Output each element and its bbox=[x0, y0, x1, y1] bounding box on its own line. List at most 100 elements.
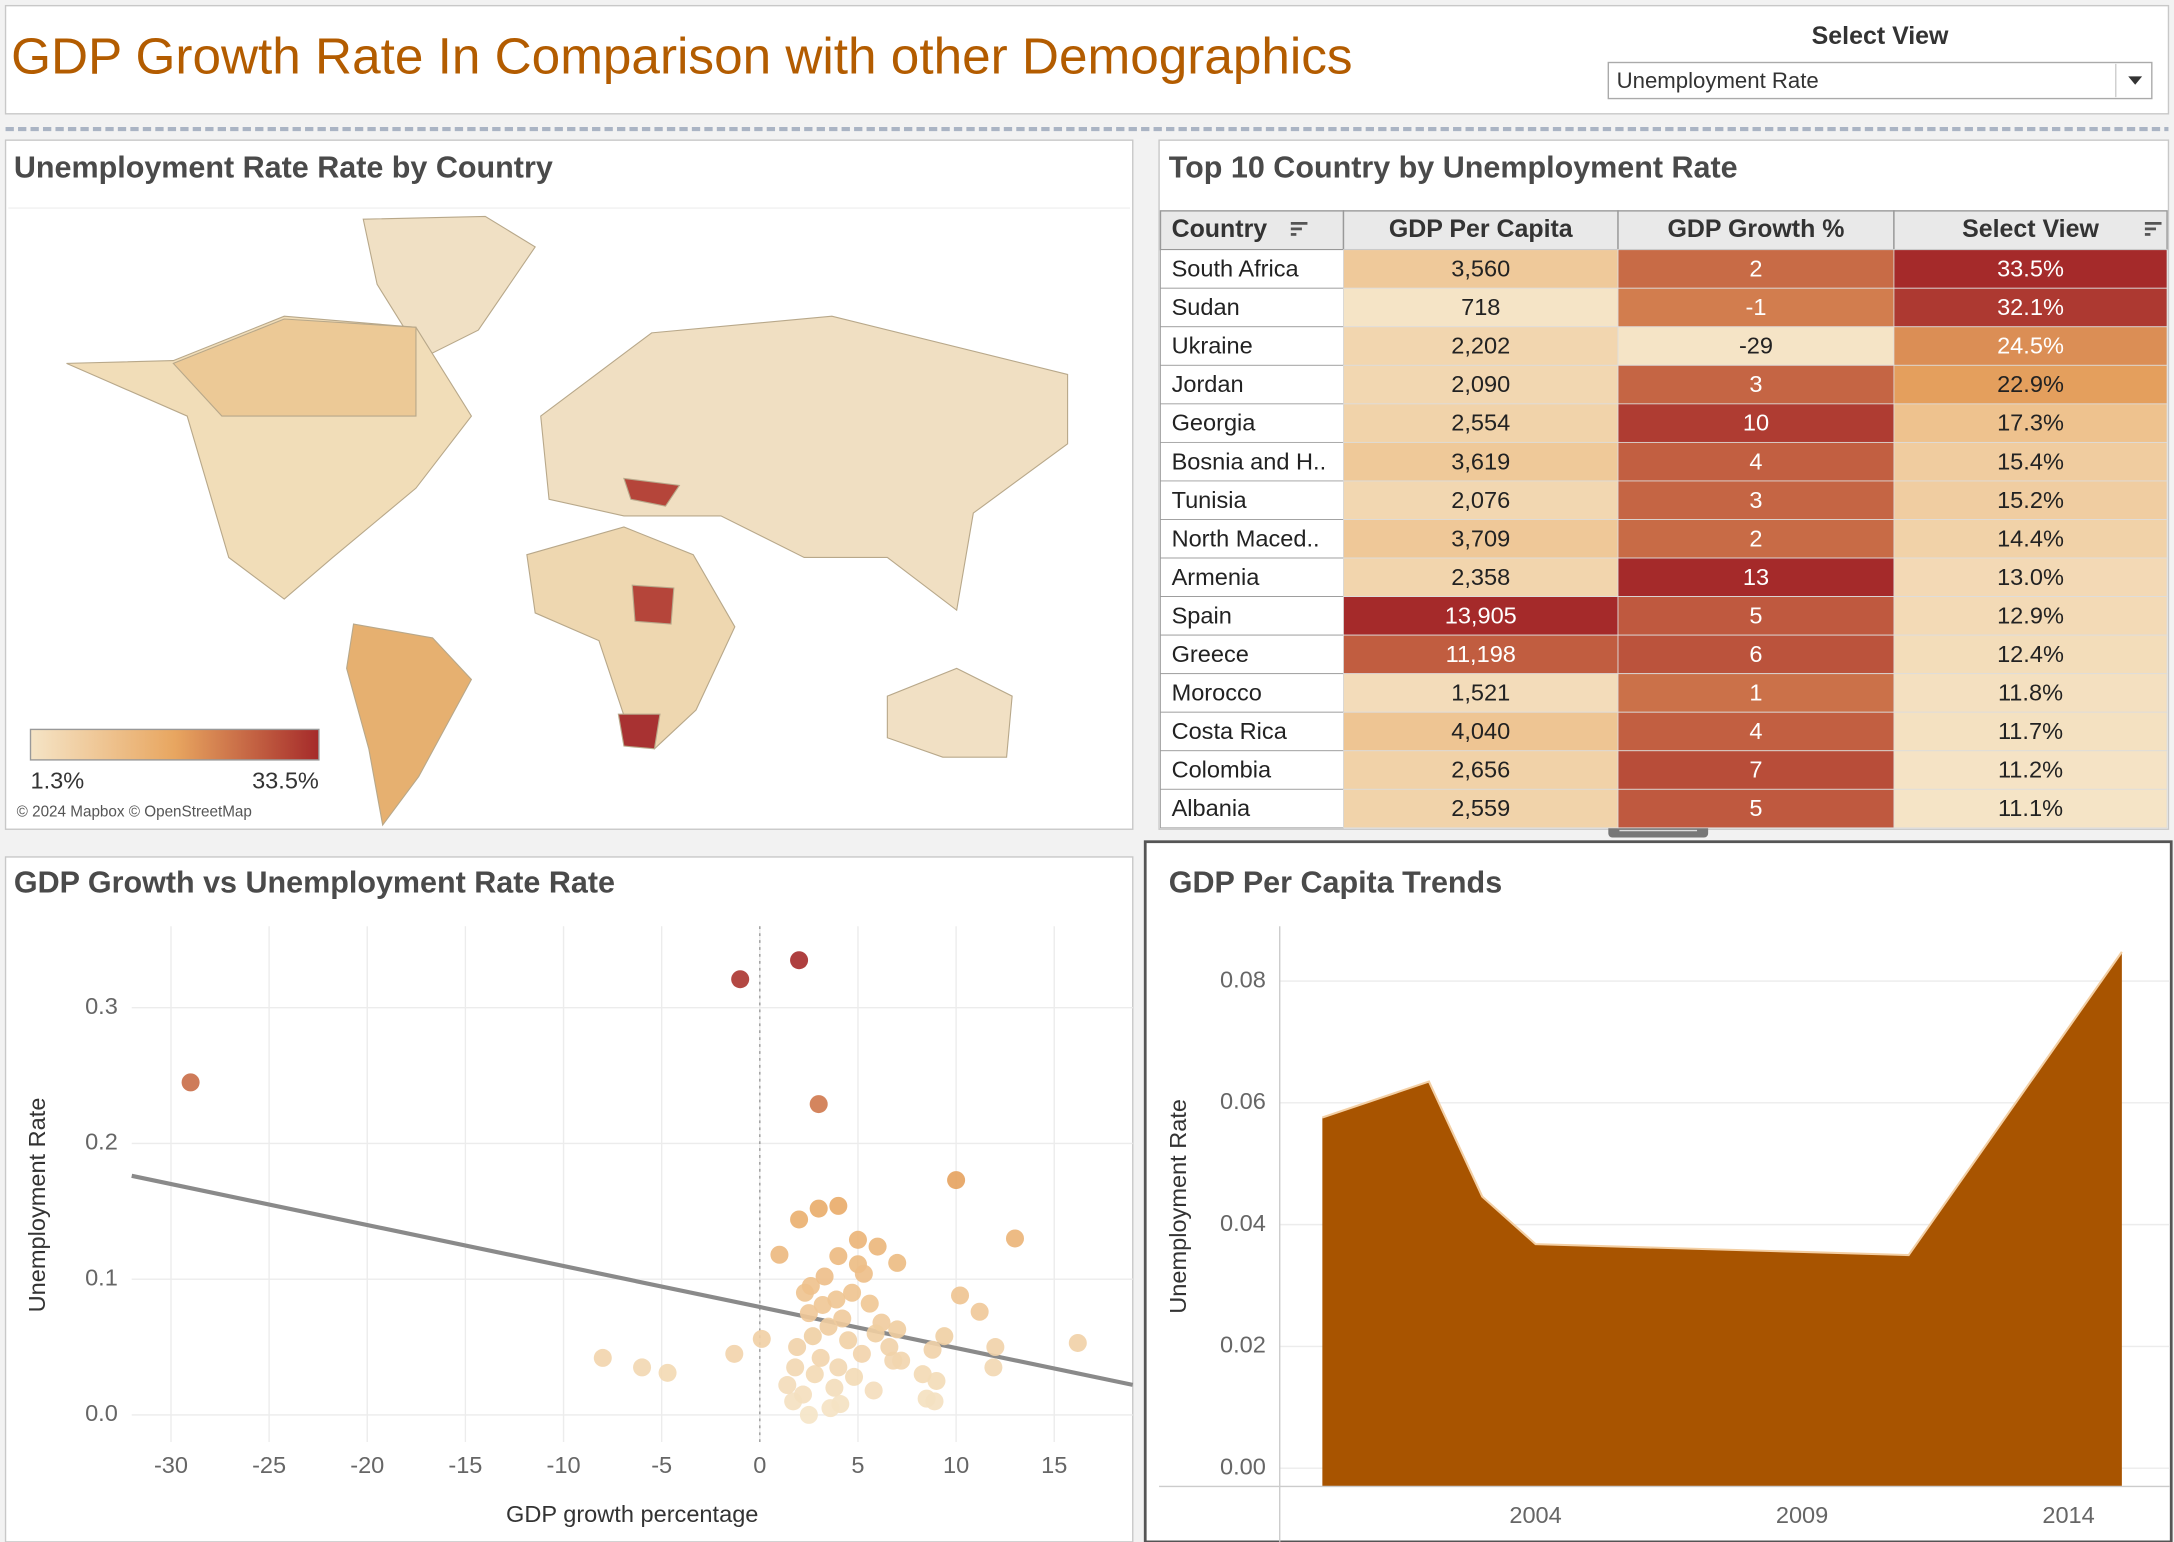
scatter-point[interactable] bbox=[770, 1245, 789, 1264]
scatter-point[interactable] bbox=[1005, 1229, 1024, 1248]
y-tick-label: 0.08 bbox=[1220, 966, 1266, 992]
x-tick-label: 2004 bbox=[1509, 1502, 1561, 1528]
scatter-point[interactable] bbox=[801, 1276, 820, 1295]
country-name: Morocco bbox=[1172, 680, 1262, 706]
column-header[interactable]: Country bbox=[1172, 215, 1268, 243]
table-cell bbox=[1343, 788, 1619, 829]
scatter-point[interactable] bbox=[633, 1358, 652, 1377]
scatter-point[interactable] bbox=[805, 1365, 824, 1384]
scatter-point[interactable] bbox=[731, 970, 750, 989]
scatter-point[interactable] bbox=[984, 1358, 1003, 1377]
table-cell bbox=[1343, 673, 1619, 713]
table-cell bbox=[1617, 287, 1895, 328]
scatter-point[interactable] bbox=[593, 1348, 612, 1367]
scatter-point[interactable] bbox=[799, 1304, 818, 1323]
scatter-point[interactable] bbox=[892, 1351, 911, 1370]
x-tick-label: -20 bbox=[350, 1452, 384, 1478]
scatter-point[interactable] bbox=[854, 1264, 873, 1283]
scatter-point[interactable] bbox=[725, 1344, 744, 1363]
scatter-point[interactable] bbox=[986, 1338, 1005, 1357]
column-header[interactable]: GDP Per Capita bbox=[1389, 215, 1574, 243]
scatter-point[interactable] bbox=[181, 1073, 200, 1092]
scatter-point[interactable] bbox=[935, 1327, 954, 1346]
map-legend-min: 1.3% bbox=[31, 767, 85, 793]
scatter-point[interactable] bbox=[839, 1331, 858, 1350]
scatter-point[interactable] bbox=[813, 1295, 832, 1314]
table-cell bbox=[1343, 634, 1619, 675]
y-tick-label: 0.06 bbox=[1220, 1088, 1266, 1114]
table-value: 5 bbox=[1749, 795, 1762, 821]
table-value: -29 bbox=[1739, 333, 1773, 359]
scatter-point[interactable] bbox=[658, 1363, 677, 1382]
column-header-cell bbox=[1617, 210, 1895, 251]
table-value: 15.2% bbox=[1997, 487, 2064, 513]
scatter-point[interactable] bbox=[852, 1344, 871, 1363]
table-value: 2,076 bbox=[1451, 487, 1510, 513]
scatter-point[interactable] bbox=[827, 1290, 846, 1309]
table-cell bbox=[1160, 287, 1344, 328]
table-cell bbox=[1343, 441, 1619, 482]
column-header[interactable]: GDP Growth % bbox=[1668, 215, 1845, 243]
scatter-point[interactable] bbox=[790, 951, 809, 970]
scatter-point[interactable] bbox=[788, 1338, 807, 1357]
trend-line bbox=[131, 1173, 1134, 1387]
table-cell bbox=[1617, 519, 1895, 559]
scatter-point[interactable] bbox=[815, 1267, 834, 1286]
scatter-point[interactable] bbox=[860, 1294, 879, 1313]
scatter-point[interactable] bbox=[947, 1171, 966, 1190]
world-map bbox=[8, 207, 1130, 827]
scatter-point[interactable] bbox=[799, 1405, 818, 1424]
scatter-point[interactable] bbox=[778, 1376, 797, 1395]
scatter-point[interactable] bbox=[1068, 1333, 1087, 1352]
select-dropdown[interactable] bbox=[1607, 61, 2153, 100]
table-cell bbox=[1617, 326, 1895, 366]
scatter-point[interactable] bbox=[913, 1365, 932, 1384]
table-value: 10 bbox=[1743, 410, 1769, 436]
scatter-point[interactable] bbox=[833, 1309, 852, 1328]
scatter-point[interactable] bbox=[868, 1237, 887, 1256]
scatter-point[interactable] bbox=[880, 1338, 899, 1357]
scatter-point[interactable] bbox=[927, 1371, 946, 1390]
scatter-point[interactable] bbox=[923, 1340, 942, 1359]
scatter-point[interactable] bbox=[864, 1381, 883, 1400]
scatter-point[interactable] bbox=[790, 1210, 809, 1229]
table-value: 15.4% bbox=[1997, 448, 2064, 474]
scatter-point[interactable] bbox=[803, 1327, 822, 1346]
scatter-point[interactable] bbox=[809, 1095, 828, 1114]
scatter-point[interactable] bbox=[784, 1392, 803, 1411]
table-value: 5 bbox=[1749, 602, 1762, 628]
scatter-point[interactable] bbox=[848, 1230, 867, 1249]
scatter-point[interactable] bbox=[970, 1302, 989, 1321]
scatter-panel bbox=[4, 856, 1134, 1542]
table-cell bbox=[1893, 480, 2168, 520]
scatter-point[interactable] bbox=[843, 1283, 862, 1302]
table-cell bbox=[1343, 711, 1619, 752]
scatter-point[interactable] bbox=[866, 1324, 885, 1343]
country-name: Costa Rica bbox=[1172, 718, 1288, 744]
scatter-point[interactable] bbox=[925, 1392, 944, 1411]
scatter-point[interactable] bbox=[821, 1399, 840, 1418]
dropdown-arrow[interactable] bbox=[2128, 76, 2143, 85]
scatter-point[interactable] bbox=[951, 1286, 970, 1305]
scatter-point[interactable] bbox=[829, 1358, 848, 1377]
scatter-point[interactable] bbox=[809, 1199, 828, 1218]
scatter-point[interactable] bbox=[829, 1247, 848, 1266]
country-name: Spain bbox=[1172, 602, 1232, 628]
table-cell bbox=[1893, 788, 2168, 829]
scatter-point[interactable] bbox=[811, 1348, 830, 1367]
scatter-point[interactable] bbox=[786, 1358, 805, 1377]
country-name: Ukraine bbox=[1172, 333, 1253, 359]
scatter-point[interactable] bbox=[819, 1317, 838, 1336]
table-cell bbox=[1343, 596, 1619, 636]
scatter-point[interactable] bbox=[752, 1329, 771, 1348]
table-value: 2,554 bbox=[1451, 410, 1510, 436]
scatter-point[interactable] bbox=[888, 1253, 907, 1272]
scatter-point[interactable] bbox=[845, 1367, 864, 1386]
scatter-point[interactable] bbox=[825, 1378, 844, 1397]
dashboard-title: GDP Growth Rate In Comparison with other… bbox=[11, 27, 1352, 84]
scatter-point[interactable] bbox=[829, 1196, 848, 1215]
column-header[interactable]: Select View bbox=[1962, 215, 2099, 243]
select-value[interactable]: Unemployment Rate bbox=[1617, 68, 1819, 93]
scatter-title: GDP Growth vs Unemployment Rate Rate bbox=[14, 866, 615, 900]
scatter-point[interactable] bbox=[888, 1320, 907, 1339]
